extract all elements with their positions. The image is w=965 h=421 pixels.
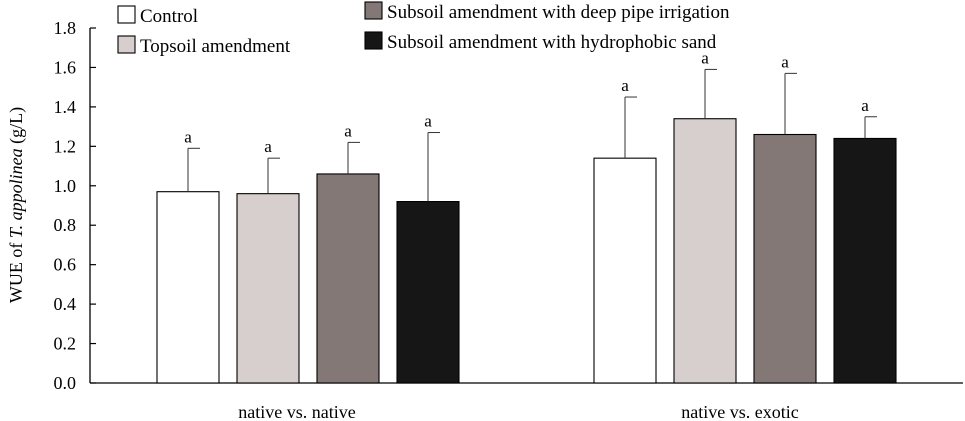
bar — [673, 118, 737, 384]
bars — [156, 118, 897, 384]
legend-label: Topsoil amendment — [140, 36, 291, 57]
y-tick-label: 1.0 — [54, 176, 77, 196]
y-axis-label-prefix: WUE of — [6, 238, 26, 303]
bar — [753, 133, 817, 384]
error-bars — [187, 68, 877, 202]
bar — [396, 201, 460, 384]
significance-labels: a a a a a a a a — [184, 48, 869, 156]
x-category-label: native vs. native — [238, 402, 355, 421]
y-tick-label: 0.8 — [54, 215, 77, 235]
significance-label: a — [264, 137, 272, 156]
y-axis-label-species: T. appolinea — [6, 148, 26, 238]
y-tick-label: 0.6 — [54, 255, 77, 275]
bar — [236, 193, 300, 384]
significance-label: a — [344, 121, 352, 140]
y-tick-label: 0.2 — [54, 334, 77, 354]
legend-swatch — [364, 1, 383, 20]
legend-label: Subsoil amendment with deep pipe irrigat… — [387, 2, 730, 23]
x-category-labels: native vs. native native vs. exotic — [238, 402, 798, 421]
bar — [156, 191, 220, 384]
y-axis-label: WUE of T. appolinea (g/L) — [6, 107, 27, 303]
y-tick-label: 0.4 — [54, 294, 77, 314]
y-ticks: 0.0 0.2 0.4 0.6 0.8 1.0 1.2 1.4 1.6 1.8 — [54, 18, 96, 393]
legend-label: Control — [140, 6, 198, 27]
significance-label: a — [861, 96, 869, 115]
significance-label: a — [781, 52, 789, 71]
y-tick-label: 0.0 — [54, 373, 77, 393]
y-tick-label: 1.8 — [54, 18, 77, 38]
y-axis-label-unit: (g/L) — [6, 107, 27, 148]
axes — [89, 28, 963, 384]
y-tick-label: 1.6 — [54, 57, 77, 77]
y-tick-label: 1.2 — [54, 136, 77, 156]
x-category-label: native vs. exotic — [681, 402, 798, 421]
bar — [593, 157, 657, 384]
legend: Control Topsoil amendment Subsoil amendmen… — [117, 1, 730, 57]
bar — [316, 173, 380, 384]
legend-swatch — [117, 5, 136, 24]
bar — [833, 137, 897, 384]
significance-label: a — [184, 127, 192, 146]
significance-label: a — [701, 48, 709, 67]
y-tick-label: 1.4 — [54, 97, 77, 117]
legend-label: Subsoil amendment with hydrophobic sand — [387, 32, 717, 53]
legend-swatch — [117, 35, 136, 54]
significance-label: a — [621, 76, 629, 95]
legend-swatch — [364, 31, 383, 50]
significance-label: a — [424, 112, 432, 131]
